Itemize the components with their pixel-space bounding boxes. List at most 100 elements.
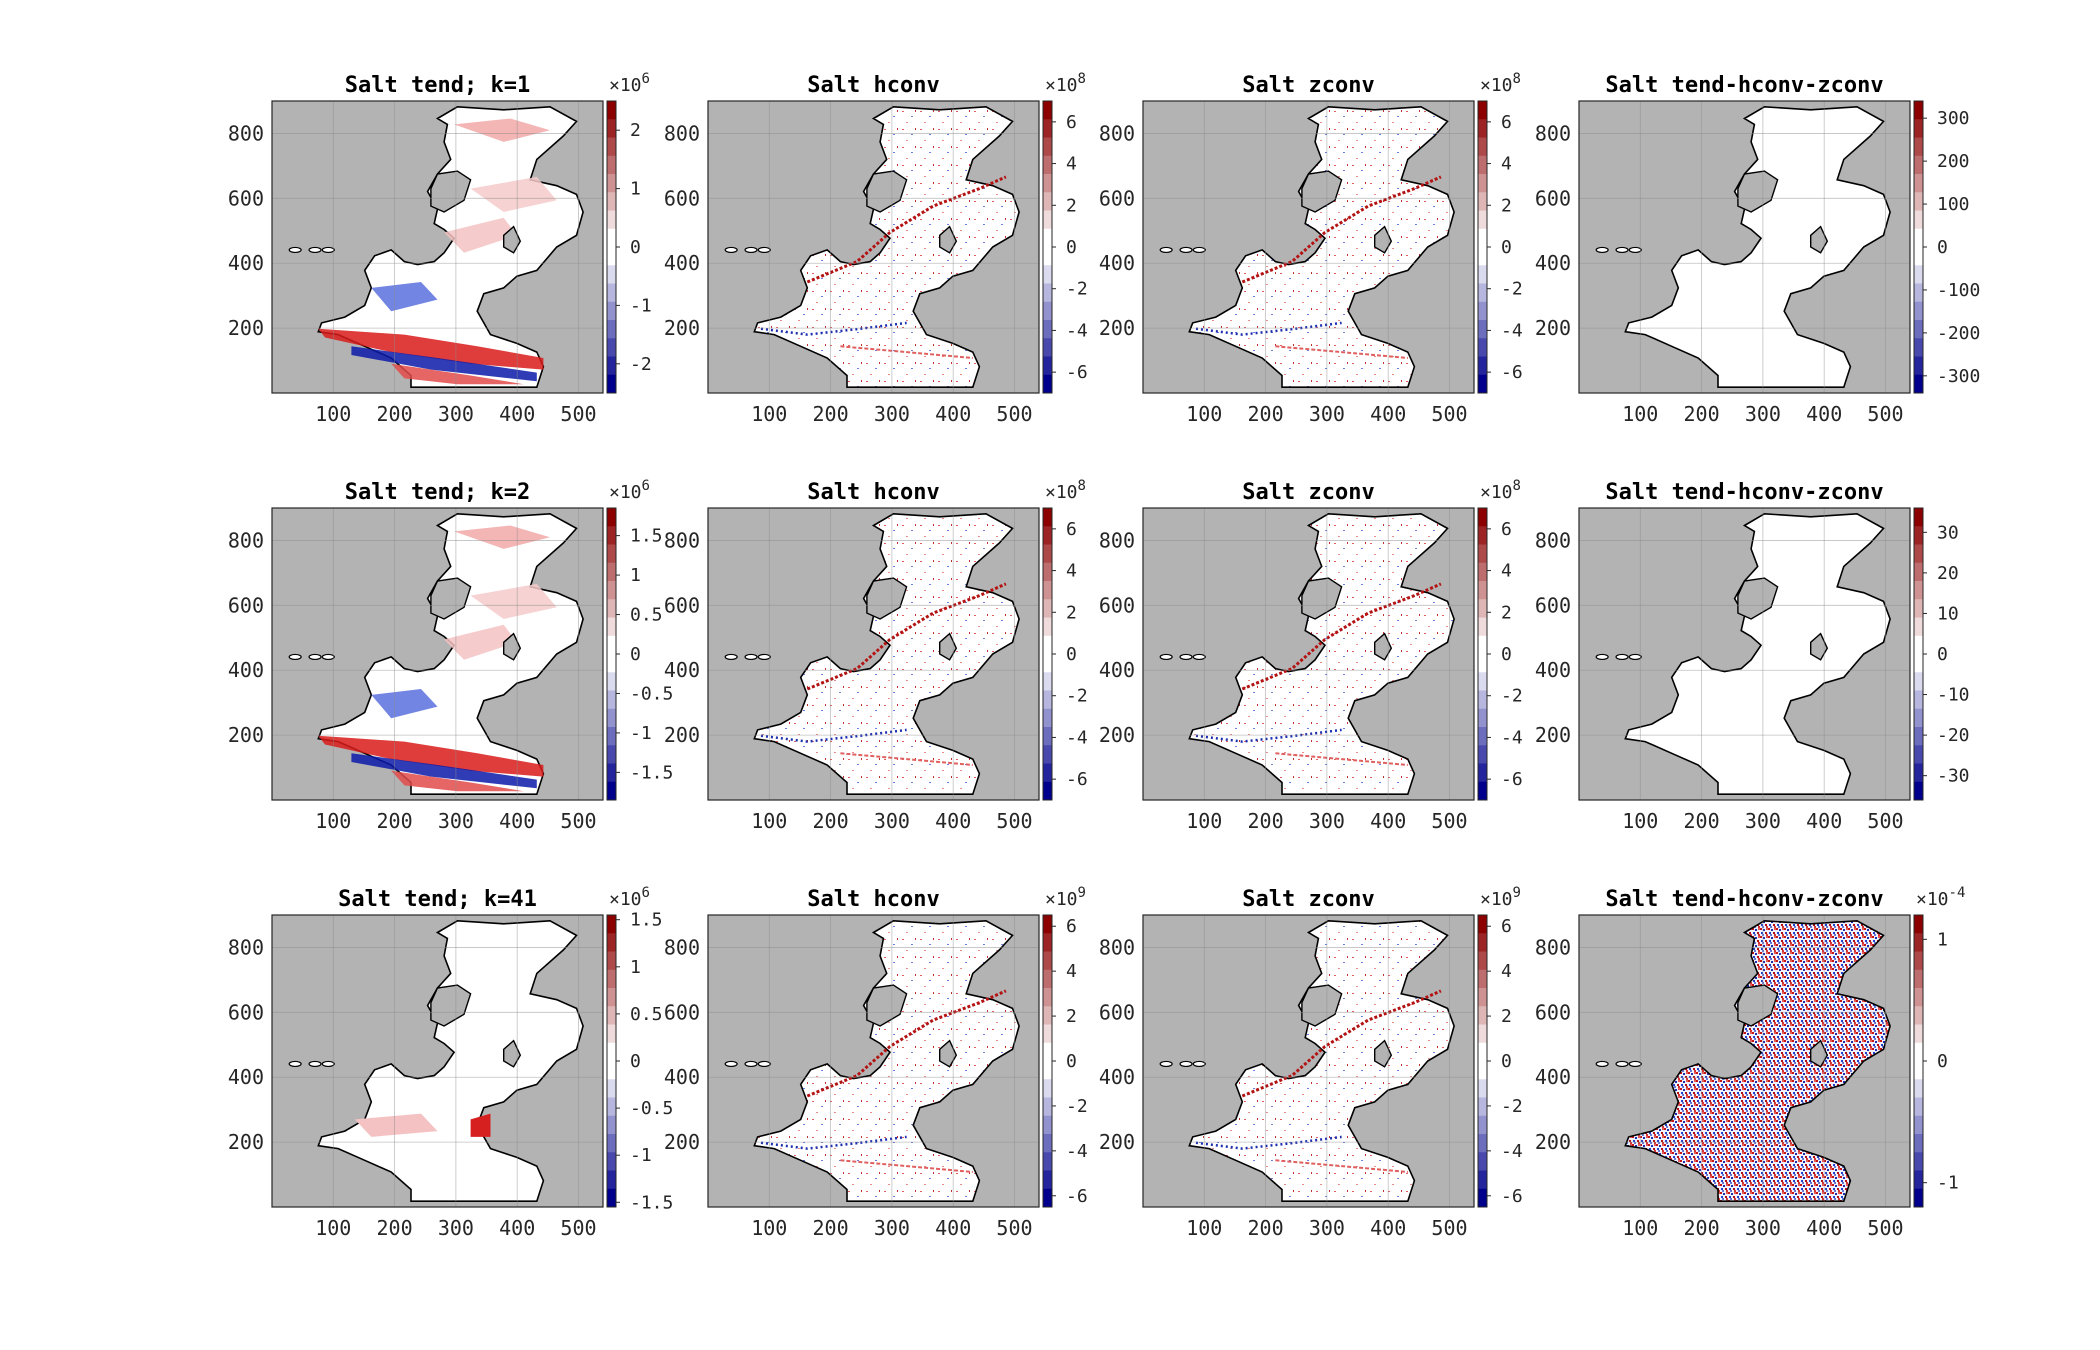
x-tick-label: 200 [1684, 809, 1720, 833]
y-tick-label: 600 [228, 593, 264, 617]
colorbar-segment [1043, 988, 1052, 1007]
colorbar-tick-label: 6 [1066, 916, 1077, 937]
y-tick-label: 600 [228, 1000, 264, 1024]
x-tick-label: 100 [1186, 402, 1222, 426]
colorbar-segment [1478, 508, 1487, 527]
x-tick-label: 500 [1431, 809, 1467, 833]
land-mass [430, 577, 472, 620]
colorbar-tick-label: -0.5 [630, 683, 673, 704]
field-anomaly [351, 753, 537, 789]
colorbar-segment [607, 988, 616, 1007]
colorbar-segment [607, 969, 616, 989]
colorbar-segment [1478, 969, 1487, 989]
colorbar-segment [1478, 283, 1487, 303]
colorbar-segment [607, 338, 616, 357]
y-tick-label: 200 [664, 316, 700, 340]
field-anomaly [1275, 752, 1408, 766]
colorbar-segment [607, 581, 616, 600]
land-mass [1301, 984, 1343, 1027]
colorbar-segment [1914, 988, 1923, 1007]
field-anomaly [371, 282, 438, 312]
colorbar-segment [607, 137, 616, 157]
x-tick-label: 400 [499, 809, 535, 833]
colorbar-segment [1914, 1079, 1923, 1098]
colorbar-segment [1043, 544, 1052, 564]
colorbar-segment [1043, 599, 1052, 618]
colorbar-tick-label: -2 [630, 354, 652, 375]
colorbar-segment [1478, 599, 1487, 618]
colorbar-tick-label: -0.5 [630, 1098, 673, 1119]
x-tick-label: 400 [1370, 402, 1406, 426]
colorbar-tick-label: 0 [1501, 644, 1512, 665]
colorbar-tick-label: 4 [1066, 961, 1077, 982]
colorbar-tick-label: -2 [1501, 686, 1523, 707]
island [1192, 653, 1206, 661]
colorbar-segment [1043, 1188, 1052, 1208]
x-tick-label: 500 [560, 402, 596, 426]
x-tick-label: 200 [1248, 1216, 1284, 1240]
colorbar-tick-label: 0 [1066, 237, 1077, 258]
island [288, 246, 302, 254]
colorbar-segment [607, 301, 616, 321]
colorbar-segment [1914, 247, 1923, 266]
colorbar-segment [607, 1061, 616, 1080]
x-tick-label: 200 [813, 809, 849, 833]
colorbar-segment [1478, 1097, 1487, 1117]
x-tick-label: 200 [377, 809, 413, 833]
colorbar-exponent: ×108 [1480, 71, 1521, 96]
y-tick-label: 600 [228, 186, 264, 210]
x-tick-label: 400 [499, 1216, 535, 1240]
colorbar-tick-label: 0.5 [630, 605, 663, 626]
x-tick-label: 300 [438, 809, 474, 833]
colorbar-segment [1914, 933, 1923, 952]
colorbar-segment [607, 1006, 616, 1025]
colorbar-tick-label: -200 [1937, 323, 1980, 344]
colorbar-segment [1478, 192, 1487, 211]
colorbar-segment [1478, 763, 1487, 783]
axes-box [1578, 914, 1911, 1208]
island [1615, 653, 1629, 661]
land-mass [866, 577, 908, 620]
x-tick-label: 500 [1867, 402, 1903, 426]
colorbar-segment [1043, 356, 1052, 376]
colorbar-segment [1914, 562, 1923, 582]
colorbar-tick-label: -4 [1066, 1141, 1088, 1162]
x-tick-label: 400 [1806, 402, 1842, 426]
colorbar-segment [1478, 562, 1487, 582]
axes-box [271, 914, 604, 1208]
x-tick-label: 100 [1622, 1216, 1658, 1240]
colorbar-tick-label: -2 [1501, 1096, 1523, 1117]
colorbar-segment [607, 1188, 616, 1208]
colorbar-segment [1478, 672, 1487, 691]
colorbar-tick-label: 6 [1066, 519, 1077, 540]
colorbar-segment [1043, 247, 1052, 266]
x-tick-label: 300 [874, 809, 910, 833]
x-tick-label: 400 [1370, 1216, 1406, 1240]
field-anomaly [1241, 175, 1442, 284]
colorbar-tick-label: 4 [1066, 154, 1077, 175]
colorbar-segment [1043, 1042, 1052, 1062]
colorbar-segment [1478, 265, 1487, 284]
y-tick-label: 400 [1099, 1065, 1135, 1089]
colorbar-segment [1914, 617, 1923, 637]
island [744, 1060, 758, 1068]
x-tick-label: 400 [1806, 1216, 1842, 1240]
colorbar-segment [1043, 301, 1052, 321]
island [1179, 246, 1193, 254]
colorbar-tick-label: 0 [1937, 1051, 1948, 1072]
colorbar-tick-label: -4 [1501, 320, 1523, 341]
colorbar-segment [1478, 727, 1487, 746]
colorbar-segment [1914, 508, 1923, 527]
colorbar-segment [1043, 1006, 1052, 1025]
colorbar-segment [1914, 1042, 1923, 1062]
field-anomaly [470, 176, 557, 212]
colorbar-segment [607, 635, 616, 655]
colorbar-tick-label: 0 [1066, 1051, 1077, 1072]
colorbar-segment [1043, 969, 1052, 989]
x-tick-label: 500 [1431, 402, 1467, 426]
colorbar-tick-label: 0 [630, 1051, 641, 1072]
island [288, 653, 302, 661]
colorbar-segment [1478, 1079, 1487, 1098]
colorbar-tick-label: -30 [1937, 766, 1970, 787]
colorbar-segment [1914, 781, 1923, 801]
